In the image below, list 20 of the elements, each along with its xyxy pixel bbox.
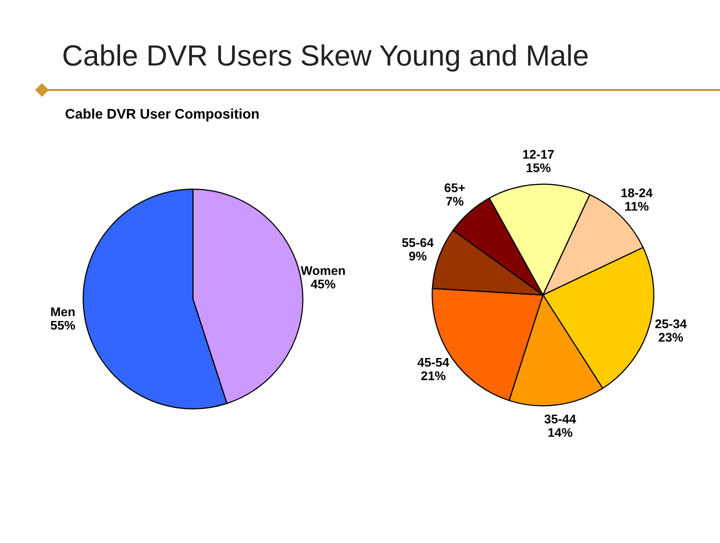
data-label: 9% [409, 252, 426, 260]
chart-title: Cable DVR Users Skew Young and Male [63, 44, 588, 72]
slice-label: 55-64 [402, 238, 434, 248]
data-label: 7% [446, 196, 464, 206]
slice-label: 65+ [444, 183, 465, 192]
slice-label: Men [51, 308, 75, 316]
data-label: 14% [548, 428, 572, 437]
slice-label: Women [300, 266, 345, 276]
chart-subtitle: Cable DVR User Composition [66, 108, 259, 122]
slice-label: 35-44 [544, 414, 576, 424]
data-label: 21% [421, 371, 446, 380]
slice-label: 12-17 [523, 150, 554, 159]
data-label: 23% [658, 332, 683, 342]
slice-label: 45-54 [418, 358, 450, 367]
slice-label: 18-24 [621, 188, 653, 198]
slice-label: 25-34 [655, 319, 687, 328]
data-label: 11% [625, 202, 649, 211]
data-label: 55% [50, 320, 76, 330]
data-label: 15% [526, 163, 551, 172]
data-label: 45% [310, 280, 336, 288]
